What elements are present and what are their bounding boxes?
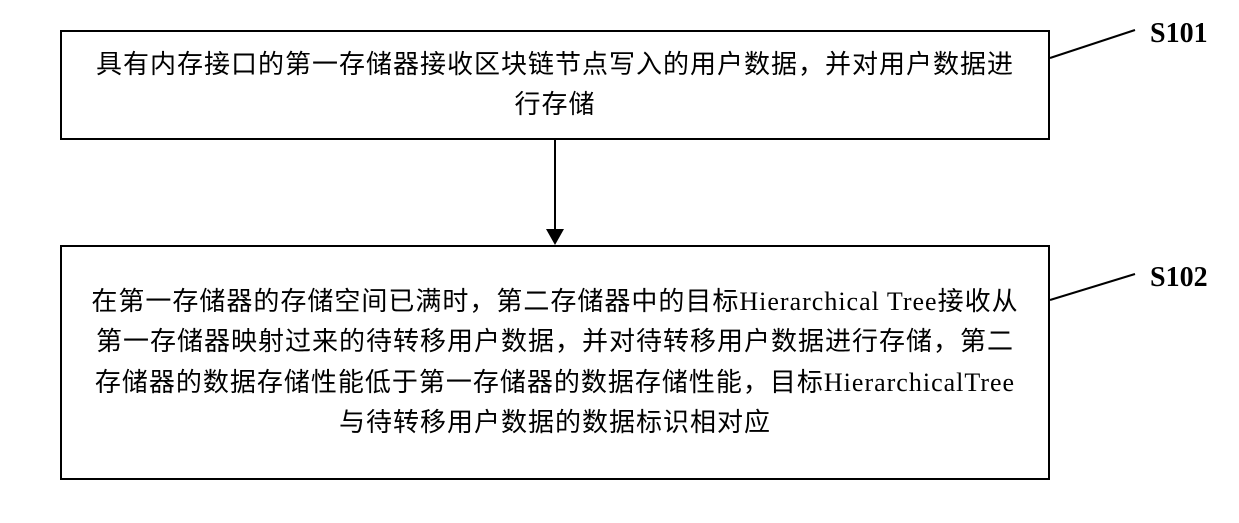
leader-line-s102-line (1050, 274, 1135, 300)
leader-line-s102 (0, 0, 1239, 523)
flow-label-s102: S102 (1150, 262, 1208, 294)
flowchart-canvas: 具有内存接口的第一存储器接收区块链节点写入的用户数据，并对用户数据进行存储 S1… (0, 0, 1239, 523)
